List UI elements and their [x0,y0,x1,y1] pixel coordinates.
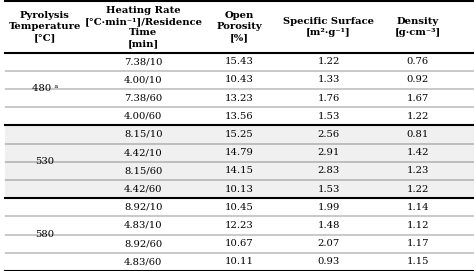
Text: 1.22: 1.22 [318,57,340,66]
Text: 8.15/60: 8.15/60 [124,166,163,175]
Text: 1.22: 1.22 [407,112,429,121]
Text: 1.12: 1.12 [407,221,429,230]
Bar [5,253,474,271]
Text: 8.92/60: 8.92/60 [124,239,163,248]
Text: 4.42/60: 4.42/60 [124,185,163,193]
Text: 0.93: 0.93 [318,257,340,266]
Text: 1.67: 1.67 [407,93,429,102]
Text: 580: 580 [35,230,55,239]
Text: 8.15/10: 8.15/10 [124,130,163,139]
Text: 4.00/10: 4.00/10 [124,75,163,84]
Text: 10.11: 10.11 [225,257,254,266]
Text: 0.81: 0.81 [407,130,429,139]
Text: 14.15: 14.15 [225,166,254,175]
Text: 15.25: 15.25 [225,130,254,139]
Bar [5,125,474,144]
Text: 10.67: 10.67 [225,239,254,248]
Bar [5,144,474,162]
Text: 1.33: 1.33 [318,75,340,84]
Text: 1.48: 1.48 [318,221,340,230]
Text: Density
[g·cm⁻³]: Density [g·cm⁻³] [394,17,441,37]
Text: 1.53: 1.53 [318,185,340,193]
Bar [5,235,474,253]
Text: Heating Rate
[°C·min⁻¹]/Residence
Time
[min]: Heating Rate [°C·min⁻¹]/Residence Time [… [84,6,202,48]
Text: 2.56: 2.56 [318,130,340,139]
Text: 2.07: 2.07 [318,239,340,248]
Text: Pyrolysis
Temperature
[°C]: Pyrolysis Temperature [°C] [9,11,81,43]
Text: 8.92/10: 8.92/10 [124,203,163,212]
Text: 480 ᵃ: 480 ᵃ [32,85,58,93]
Text: 10.45: 10.45 [225,203,254,212]
Text: 1.15: 1.15 [407,257,429,266]
Text: 7.38/10: 7.38/10 [124,57,163,66]
Text: 10.43: 10.43 [225,75,254,84]
Text: 10.13: 10.13 [225,185,254,193]
Text: 13.23: 13.23 [225,93,254,102]
Text: 1.23: 1.23 [407,166,429,175]
Text: Open
Porosity
[%]: Open Porosity [%] [217,11,262,43]
Text: 1.99: 1.99 [318,203,340,212]
Text: 4.83/60: 4.83/60 [124,257,163,266]
Bar [5,107,474,125]
Bar [5,180,474,198]
Bar [5,216,474,235]
Text: 1.76: 1.76 [318,93,340,102]
Bar [5,198,474,216]
Text: 12.23: 12.23 [225,221,254,230]
Text: 1.53: 1.53 [318,112,340,121]
Text: 4.83/10: 4.83/10 [124,221,163,230]
Text: 1.42: 1.42 [407,148,429,157]
Bar [5,71,474,89]
Text: 2.91: 2.91 [318,148,340,157]
Text: 13.56: 13.56 [225,112,254,121]
Text: 4.00/60: 4.00/60 [124,112,163,121]
Text: 1.22: 1.22 [407,185,429,193]
Text: 4.42/10: 4.42/10 [124,148,163,157]
Text: 530: 530 [35,157,55,166]
Bar [5,53,474,71]
Text: 15.43: 15.43 [225,57,254,66]
Text: 1.17: 1.17 [407,239,429,248]
Text: 2.83: 2.83 [318,166,340,175]
Text: Specific Surface
[m²·g⁻¹]: Specific Surface [m²·g⁻¹] [283,17,374,37]
Text: 0.92: 0.92 [407,75,429,84]
Text: 7.38/60: 7.38/60 [124,93,163,102]
Bar [5,162,474,180]
Text: 14.79: 14.79 [225,148,254,157]
Text: 0.76: 0.76 [407,57,429,66]
Bar [5,89,474,107]
Text: 1.14: 1.14 [406,203,429,212]
